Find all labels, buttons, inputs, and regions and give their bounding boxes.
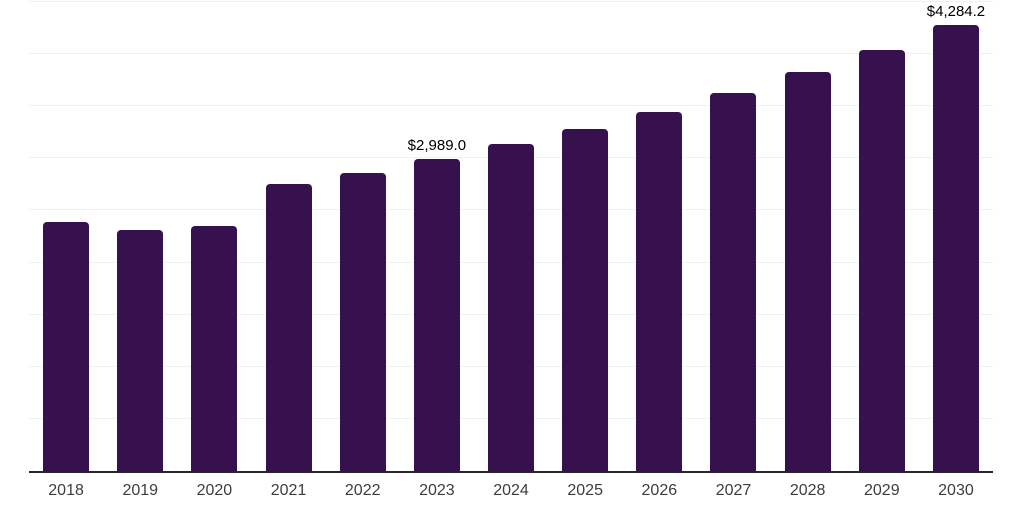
bar-column-2029 xyxy=(845,2,919,471)
bar-2019 xyxy=(117,230,164,471)
bar-column-2018 xyxy=(29,2,103,471)
bar-column-2028 xyxy=(771,2,845,471)
x-tick-label-2019: 2019 xyxy=(122,482,159,499)
x-tick-label-2024: 2024 xyxy=(493,482,529,499)
bar-column-2025 xyxy=(548,2,622,471)
x-axis-line xyxy=(29,471,993,473)
bar-column-2021 xyxy=(251,2,325,471)
x-tick-label-2029: 2029 xyxy=(864,482,900,499)
x-tick-label-2030: 2030 xyxy=(938,482,974,499)
bar-2024 xyxy=(488,143,535,471)
bar-2020 xyxy=(191,225,238,471)
x-tick-label-2023: 2023 xyxy=(419,482,455,499)
bar-value-label-2030: $4,284.2 xyxy=(926,2,986,20)
bars-row: $2,989.0 $4,284.2 xyxy=(29,2,993,471)
bar-2030 xyxy=(932,24,979,471)
bar-2029 xyxy=(858,49,905,471)
x-tick-label-2025: 2025 xyxy=(567,482,603,499)
bar-column-2024 xyxy=(474,2,548,471)
x-tick-label-2020: 2020 xyxy=(196,482,233,499)
bar-2028 xyxy=(784,72,831,471)
x-tick-label-2021: 2021 xyxy=(270,482,307,499)
bar-column-2023: $2,989.0 xyxy=(400,2,474,471)
bar-column-2026 xyxy=(622,2,696,471)
bar-column-2022 xyxy=(326,2,400,471)
gridline-4500 xyxy=(29,1,993,2)
bar-2026 xyxy=(636,111,683,471)
x-axis-tick-labels: 2018 2019 2020 2021 2022 2023 2024 2025 2026 2027… xyxy=(29,481,993,501)
bar-2027 xyxy=(710,92,757,471)
bar-value-label-2023: $2,989.0 xyxy=(407,137,467,155)
bar-2018 xyxy=(43,221,90,471)
x-tick-label-2018: 2018 xyxy=(48,482,84,499)
bar-2021 xyxy=(265,183,312,471)
plot-area: $2,989.0 $4,284.2 xyxy=(29,1,993,473)
x-tick-label-2026: 2026 xyxy=(641,482,678,499)
bar-column-2030: $4,284.2 xyxy=(919,2,993,471)
bar-2022 xyxy=(339,172,386,471)
gridline-4000 xyxy=(29,53,993,55)
gridline-3500 xyxy=(29,105,993,107)
x-tick-label-2022: 2022 xyxy=(344,482,381,499)
bar-column-2020 xyxy=(177,2,251,471)
x-tick-label-2027: 2027 xyxy=(715,482,752,499)
bar-column-2027 xyxy=(696,2,770,471)
bar-2023 xyxy=(413,159,460,471)
bar-column-2019 xyxy=(103,2,177,471)
x-tick-label-2028: 2028 xyxy=(789,482,826,499)
bar-2025 xyxy=(562,128,609,471)
